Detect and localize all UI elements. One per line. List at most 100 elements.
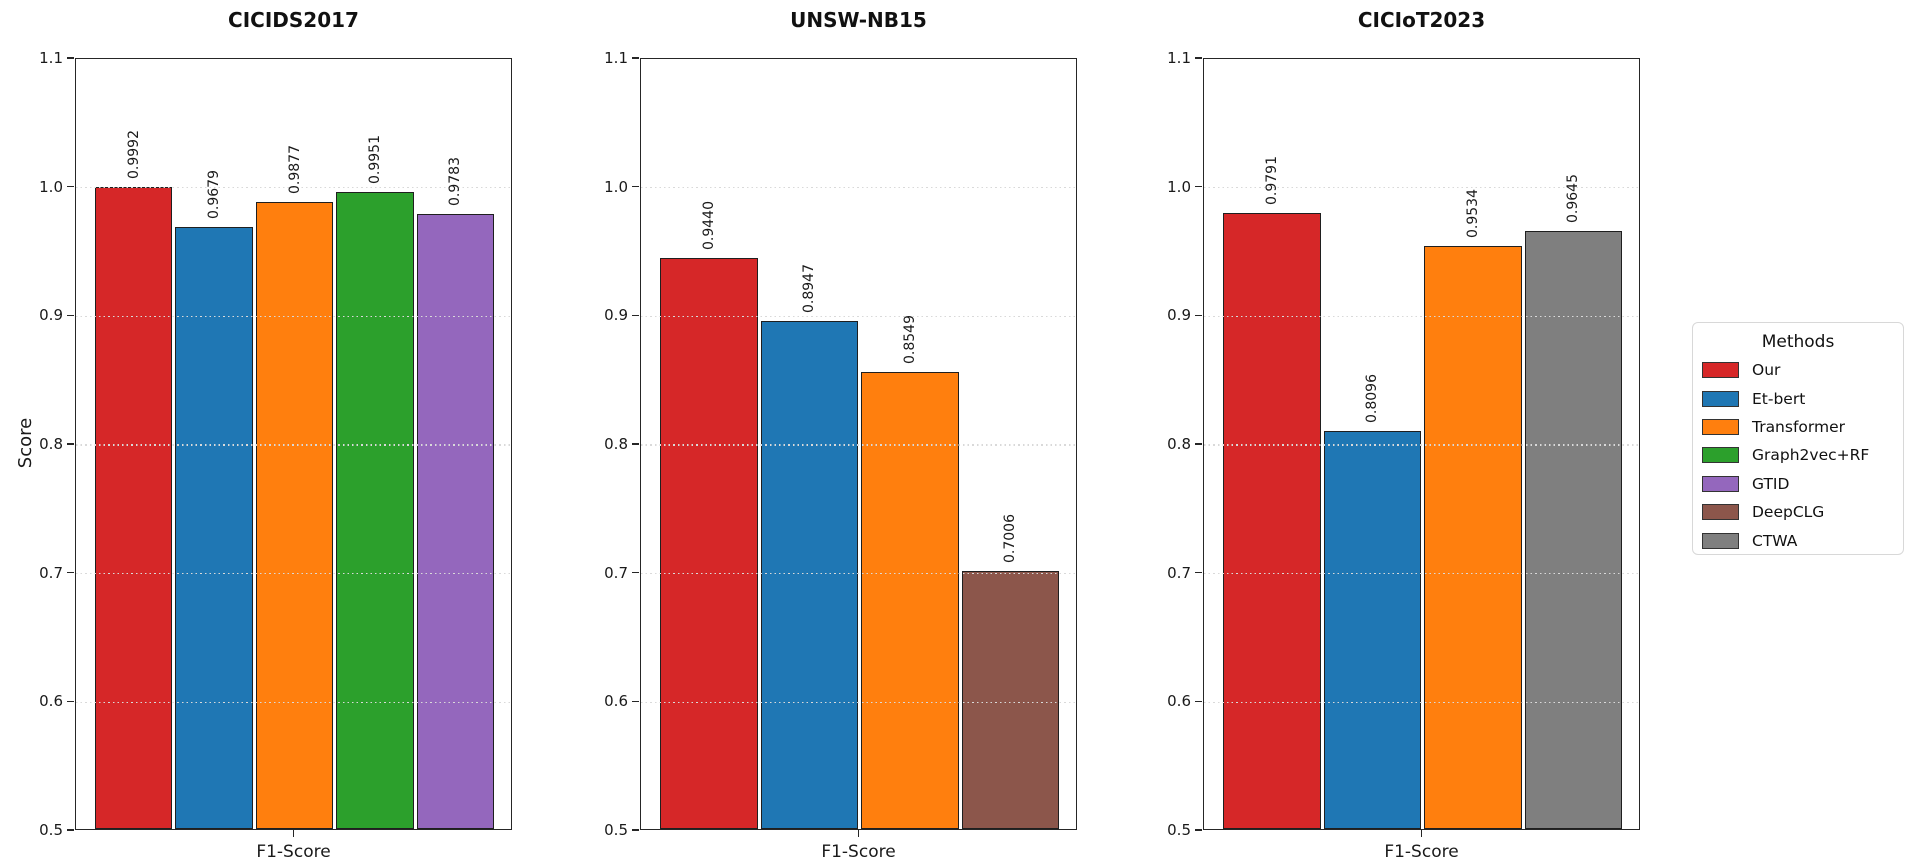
bar-gtid <box>416 213 494 829</box>
y-tick-label: 0.6 <box>39 692 63 711</box>
y-tick-label: 0.9 <box>39 306 63 325</box>
bar-transformer <box>1424 245 1522 829</box>
legend-item-deepclg: DeepCLG <box>1693 498 1903 526</box>
bar-value-label: 0.7006 <box>1002 513 1019 563</box>
y-tick <box>631 314 639 317</box>
gridline <box>76 701 511 704</box>
y-tick-label: 0.6 <box>604 692 628 711</box>
chart-title: CICIDS2017 <box>228 8 359 32</box>
bar-our <box>1223 212 1321 829</box>
y-tick <box>631 443 639 445</box>
chart-title: CICIoT2023 <box>1357 8 1486 32</box>
legend-item-transformer: Transformer <box>1693 413 1903 441</box>
bar-graph2vec-rf <box>336 191 414 829</box>
plot-area: 0.9440 0.8947 0.8549 0.7006 <box>640 58 1077 830</box>
chart-panel-unsw-nb15: UNSW-NB15 0.9440 0.8947 0.8549 0.7006 0.5 0.6 0… <box>604 8 1077 862</box>
gridline <box>1204 701 1639 704</box>
bar-our <box>95 186 173 829</box>
legend-item-graph2vec-rf: Graph2vec+RF <box>1693 441 1903 469</box>
bar-value-label: 0.8096 <box>1364 373 1381 423</box>
bar-value-label: 0.9951 <box>366 134 383 184</box>
y-tick <box>1194 314 1202 317</box>
bar-value-label: 0.9440 <box>700 200 717 250</box>
y-tick <box>66 314 74 317</box>
legend-item-ctwa: CTWA <box>1693 526 1903 554</box>
bar-value-label: 0.9791 <box>1263 155 1280 205</box>
chart-panel-cicids2017: CICIDS2017 0.9992 0.9679 0.9877 0.9951 0.9783… <box>39 8 512 862</box>
bar-et-bert <box>1323 430 1421 829</box>
y-tick-label: 0.7 <box>1167 563 1191 582</box>
y-tick-label: 0.5 <box>1167 821 1191 839</box>
legend: Methods Our Et-bert Transformer Graph2vec+R… <box>1692 322 1904 555</box>
y-tick <box>66 700 74 703</box>
y-tick <box>1194 700 1202 703</box>
legend-swatch-deepclg <box>1702 504 1739 521</box>
plot-area: 0.9992 0.9679 0.9877 0.9951 0.9783 <box>75 58 512 830</box>
legend-item-gtid: GTID <box>1693 470 1903 498</box>
y-tick <box>1194 185 1202 188</box>
bar-value-label: 0.9679 <box>206 169 223 219</box>
x-axis-label: F1-Score <box>256 842 331 862</box>
bar-transformer <box>861 372 959 829</box>
y-tick <box>631 829 639 831</box>
gridline <box>641 444 1076 446</box>
legend-item-label: GTID <box>1752 474 1790 493</box>
y-tick <box>66 443 74 445</box>
plot-area: 0.9791 0.8096 0.9534 0.9645 <box>1203 58 1640 830</box>
legend-item-label: CTWA <box>1752 531 1798 550</box>
gridline <box>76 572 511 575</box>
legend-title: Methods <box>1761 332 1835 352</box>
y-tick <box>1194 829 1202 831</box>
legend-item-label: DeepCLG <box>1752 503 1825 522</box>
bar-ctwa <box>1524 231 1622 829</box>
y-tick <box>66 185 74 188</box>
x-tick <box>1420 830 1423 837</box>
x-tick <box>292 830 295 837</box>
y-tick <box>66 571 74 574</box>
gridline <box>76 315 511 318</box>
legend-item-label: Graph2vec+RF <box>1752 446 1870 465</box>
bar-et-bert <box>175 226 253 829</box>
y-tick-label: 1.0 <box>39 177 63 196</box>
bar-value-label: 0.9877 <box>286 144 303 194</box>
y-tick-label: 1.0 <box>604 177 628 196</box>
y-tick <box>631 57 639 59</box>
y-tick-label: 0.8 <box>39 435 63 453</box>
gridline <box>1204 444 1639 446</box>
gridline <box>1204 186 1639 189</box>
bar-value-label: 0.9992 <box>125 129 142 179</box>
y-tick-label: 0.9 <box>604 306 628 325</box>
x-axis-label: F1-Score <box>821 842 896 862</box>
gridline <box>641 186 1076 189</box>
y-tick <box>631 700 639 703</box>
legend-swatch-gtid <box>1702 475 1739 492</box>
gridline <box>76 186 511 189</box>
y-tick-label: 0.7 <box>604 563 628 582</box>
y-tick-label: 0.8 <box>1167 435 1191 453</box>
y-tick-label: 0.5 <box>604 821 628 839</box>
bar-our <box>660 257 758 829</box>
bar-value-label: 0.8549 <box>901 315 918 365</box>
y-tick-label: 0.7 <box>39 563 63 582</box>
legend-swatch-graph2vec-rf <box>1702 447 1739 464</box>
y-tick-label: 1.1 <box>1167 49 1191 67</box>
chart-panel-ciciot2023: CICIoT2023 0.9791 0.8096 0.9534 0.9645 0.5 0.6… <box>1167 8 1640 862</box>
bar-value-label: 0.9783 <box>447 156 464 206</box>
y-tick-label: 0.8 <box>604 435 628 453</box>
legend-swatch-our <box>1702 362 1739 379</box>
legend-swatch-ctwa <box>1702 532 1739 549</box>
y-tick-label: 1.0 <box>1167 177 1191 196</box>
y-tick <box>66 57 74 59</box>
bar-et-bert <box>760 321 858 829</box>
x-tick <box>857 830 860 837</box>
chart-title: UNSW-NB15 <box>790 8 927 32</box>
gridline <box>641 701 1076 704</box>
legend-item-label: Our <box>1752 361 1781 380</box>
gridline <box>641 315 1076 318</box>
gridline <box>641 572 1076 575</box>
y-tick <box>1194 57 1202 59</box>
bar-deepclg <box>961 570 1059 829</box>
gridline <box>1204 315 1639 318</box>
y-tick-label: 0.6 <box>1167 692 1191 711</box>
legend-swatch-transformer <box>1702 418 1739 435</box>
